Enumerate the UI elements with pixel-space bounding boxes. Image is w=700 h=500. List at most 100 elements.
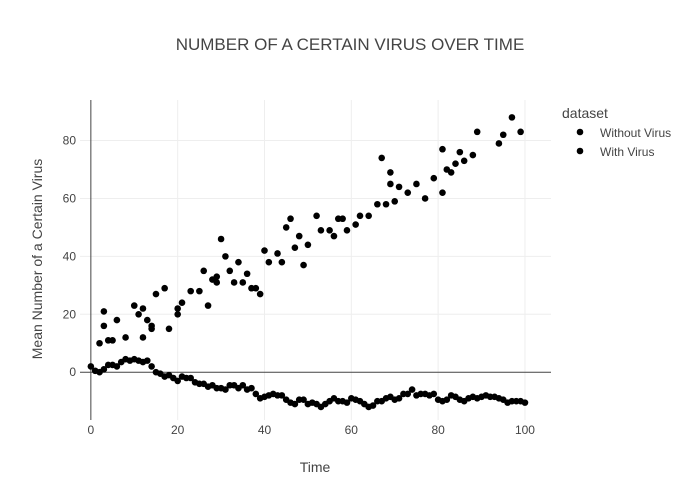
data-point[interactable] xyxy=(187,374,194,382)
data-point[interactable] xyxy=(113,363,121,370)
data-point[interactable] xyxy=(447,169,455,176)
data-point[interactable] xyxy=(404,390,412,398)
data-point[interactable] xyxy=(139,305,147,312)
data-point[interactable] xyxy=(408,386,416,393)
data-point[interactable] xyxy=(135,310,142,318)
data-point[interactable] xyxy=(282,224,290,231)
data-point[interactable] xyxy=(274,250,281,257)
data-point[interactable] xyxy=(213,273,221,280)
data-point[interactable] xyxy=(499,131,507,139)
data-point[interactable] xyxy=(391,198,399,205)
data-point[interactable] xyxy=(130,302,138,309)
data-point[interactable] xyxy=(196,287,203,295)
data-point[interactable] xyxy=(330,232,338,240)
data-point[interactable] xyxy=(200,267,208,275)
legend-item-without-virus[interactable]: Without Virus xyxy=(576,126,671,140)
data-point[interactable] xyxy=(469,151,477,159)
data-point[interactable] xyxy=(165,325,173,333)
data-point[interactable] xyxy=(291,244,299,251)
data-point[interactable] xyxy=(139,334,147,341)
data-point[interactable] xyxy=(374,200,381,208)
data-point[interactable] xyxy=(413,180,420,188)
data-point[interactable] xyxy=(213,279,221,286)
data-point[interactable] xyxy=(365,212,372,220)
data-point[interactable] xyxy=(278,392,286,399)
data-point[interactable] xyxy=(387,180,394,188)
data-point[interactable] xyxy=(248,384,255,392)
data-point[interactable] xyxy=(300,261,307,269)
data-point[interactable] xyxy=(252,284,260,292)
data-point[interactable] xyxy=(222,253,229,260)
data-point[interactable] xyxy=(174,305,181,312)
data-point[interactable] xyxy=(421,195,429,202)
data-point[interactable] xyxy=(508,114,516,121)
data-point[interactable] xyxy=(339,215,346,223)
data-point[interactable] xyxy=(456,148,464,156)
data-point[interactable] xyxy=(387,169,394,176)
data-point[interactable] xyxy=(230,279,238,286)
data-point[interactable] xyxy=(460,157,468,165)
data-point[interactable] xyxy=(404,189,412,196)
data-point[interactable] xyxy=(148,322,155,330)
data-point[interactable] xyxy=(343,227,351,234)
data-point[interactable] xyxy=(382,200,390,208)
data-point[interactable] xyxy=(521,399,529,406)
data-point[interactable] xyxy=(439,189,446,196)
data-point[interactable] xyxy=(356,212,364,220)
data-point[interactable] xyxy=(109,337,116,344)
data-point[interactable] xyxy=(252,390,260,398)
data-point[interactable] xyxy=(430,390,438,398)
data-point[interactable] xyxy=(239,279,247,286)
data-point[interactable] xyxy=(287,215,294,223)
data-point[interactable] xyxy=(100,366,108,373)
legend[interactable]: dataset Without Virus With Virus xyxy=(562,105,671,159)
data-point[interactable] xyxy=(378,154,386,162)
data-point[interactable] xyxy=(295,232,303,240)
data-point[interactable] xyxy=(187,287,194,295)
data-point[interactable] xyxy=(395,183,403,191)
data-point[interactable] xyxy=(300,396,307,404)
data-point[interactable] xyxy=(317,227,325,234)
data-point[interactable] xyxy=(174,377,181,385)
data-point[interactable] xyxy=(395,394,403,402)
data-point[interactable] xyxy=(243,270,251,278)
data-point[interactable] xyxy=(235,258,242,266)
data-point[interactable] xyxy=(113,316,121,324)
data-point[interactable] xyxy=(152,290,160,298)
data-point[interactable] xyxy=(143,316,151,324)
data-point[interactable] xyxy=(143,357,151,364)
legend-item-with-virus[interactable]: With Virus xyxy=(576,145,655,159)
data-point[interactable] xyxy=(452,160,459,168)
data-point[interactable] xyxy=(87,363,95,370)
data-point[interactable] xyxy=(291,400,299,408)
data-point[interactable] xyxy=(122,334,129,341)
data-point[interactable] xyxy=(204,302,212,309)
data-point[interactable] xyxy=(265,258,273,266)
data-point[interactable] xyxy=(343,399,351,406)
data-point[interactable] xyxy=(369,402,377,409)
data-point[interactable] xyxy=(443,396,451,404)
data-point[interactable] xyxy=(430,174,438,182)
data-point[interactable] xyxy=(313,212,320,220)
data-point[interactable] xyxy=(326,227,333,234)
data-point[interactable] xyxy=(517,128,524,136)
data-point[interactable] xyxy=(100,322,108,330)
data-point[interactable] xyxy=(161,284,168,292)
data-point[interactable] xyxy=(174,310,181,318)
data-point[interactable] xyxy=(439,145,446,153)
data-point[interactable] xyxy=(100,308,108,315)
data-point[interactable] xyxy=(178,299,186,307)
data-point[interactable] xyxy=(222,386,229,393)
data-point[interactable] xyxy=(239,381,247,389)
data-point[interactable] xyxy=(278,258,286,266)
data-point[interactable] xyxy=(217,235,225,243)
data-point[interactable] xyxy=(495,140,503,147)
data-point[interactable] xyxy=(304,241,312,249)
data-point[interactable] xyxy=(473,128,481,136)
data-point[interactable] xyxy=(256,290,264,298)
data-point[interactable] xyxy=(261,247,268,254)
data-point[interactable] xyxy=(96,339,103,347)
data-point[interactable] xyxy=(226,267,234,275)
data-point[interactable] xyxy=(148,363,155,370)
data-point[interactable] xyxy=(352,221,359,228)
